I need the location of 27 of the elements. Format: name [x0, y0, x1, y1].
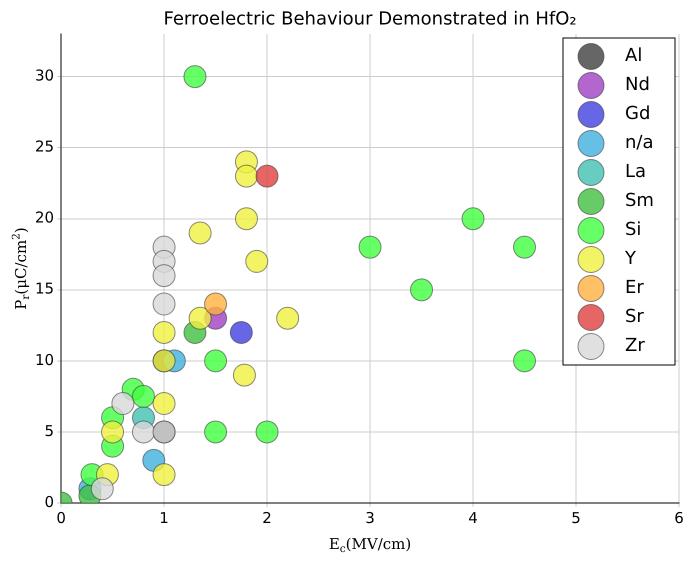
y-tick-label: 15 — [34, 280, 54, 298]
y-tick-label: 30 — [34, 66, 54, 85]
legend-label: Er — [625, 277, 644, 298]
x-tick-label: 2 — [262, 508, 272, 527]
legend-label: Si — [625, 219, 642, 240]
x-tick-label: 4 — [468, 508, 478, 527]
legend-label: n/a — [625, 132, 654, 154]
x-tick-label: 6 — [674, 508, 684, 527]
x-tick-label: 5 — [571, 508, 581, 527]
y-tick-label: 5 — [44, 422, 54, 440]
chart-title: Ferroelectric Behaviour Demonstrated in HfO₂ — [163, 8, 577, 30]
x-tick-label: 3 — [365, 508, 375, 527]
x-tick-label: 0 — [56, 508, 66, 527]
legend-label: Gd — [625, 103, 650, 124]
legend-label: Al — [625, 45, 642, 66]
legend-label: Zr — [625, 335, 646, 356]
legend-label: Y — [624, 248, 637, 270]
legend-label: Sm — [625, 190, 654, 212]
y-tick-label: 20 — [34, 208, 54, 227]
y-axis-title: Pr(μC/cm2) — [10, 227, 32, 310]
legend-label: La — [625, 161, 646, 182]
y-tick-label: 0 — [44, 492, 54, 511]
x-tick-label: 1 — [159, 508, 169, 527]
y-tick-label: 25 — [34, 138, 54, 156]
legend-label: Nd — [625, 74, 650, 96]
y-tick-label: 10 — [34, 350, 54, 369]
legend-label: Sr — [625, 306, 644, 328]
